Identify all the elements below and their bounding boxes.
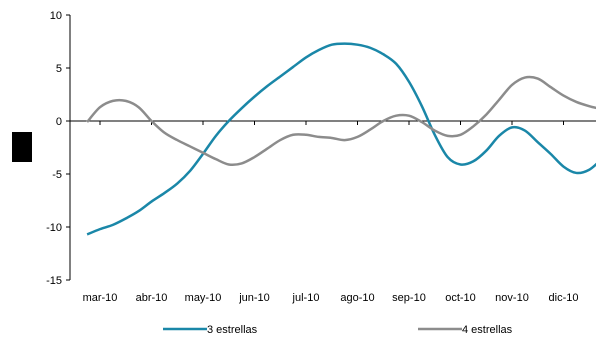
y-tick-label: 5: [56, 63, 62, 75]
y-tick-label: -5: [52, 169, 62, 181]
series-line-1: [86, 42, 596, 236]
x-tick-label: sep-10: [392, 292, 426, 304]
legend: 3 estrellas 4 estrellas: [163, 324, 513, 336]
x-tick-label: oct-10: [445, 292, 476, 304]
y-tick-label: -10: [46, 222, 62, 234]
y-tick-label: 0: [56, 116, 62, 128]
series-line-2: [86, 75, 596, 167]
y-tick-label: -15: [46, 275, 62, 287]
y-axis: -15 -10 -5 0 5 10: [46, 10, 71, 287]
legend-label-1: 3 estrellas: [207, 324, 258, 336]
y-axis-label-box: [12, 132, 32, 162]
x-tick-label: nov-10: [495, 292, 529, 304]
x-tick-label: may-10: [185, 292, 222, 304]
x-axis: mar-10 abr-10 may-10 jun-10 jul-10 ago-10 sep-…: [70, 120, 596, 304]
x-tick-label: ago-10: [340, 292, 374, 304]
x-tick-label: jun-10: [238, 292, 270, 304]
x-tick-label: mar-10: [83, 292, 118, 304]
x-tick-label: dic-10: [549, 292, 579, 304]
series-layer: [86, 42, 596, 236]
legend-label-2: 4 estrellas: [462, 324, 513, 336]
x-tick-label: abr-10: [136, 292, 168, 304]
x-tick-label: jul-10: [292, 292, 320, 304]
y-tick-label: 10: [50, 10, 62, 22]
